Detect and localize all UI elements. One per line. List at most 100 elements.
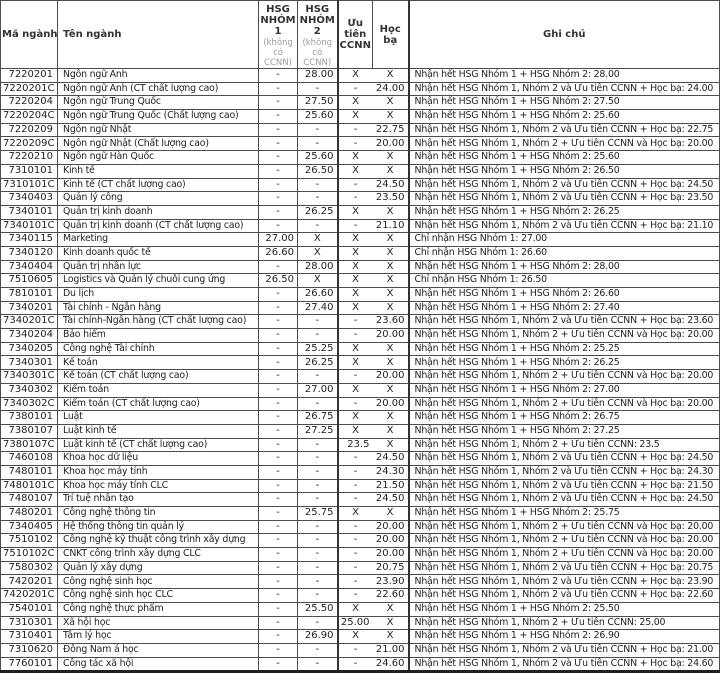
cell-hsg-nhom-1: -	[258, 382, 298, 398]
cell-hsg-nhom-1: -	[258, 109, 298, 124]
cell-ten-nganh: Công nghệ sinh học CLC	[57, 588, 259, 603]
cell-ten-nganh: Bảo hiểm	[57, 328, 259, 343]
cell-hsg-nhom-2: 26.50	[297, 163, 338, 179]
cell-ma-nganh: 7340101C	[0, 218, 58, 234]
column-header-ghi-chu: Ghi chú	[407, 0, 720, 69]
cell-ghi-chu: Nhận hết HSG Nhóm 1 + HSG Nhóm 2: 27.50	[407, 95, 720, 111]
cell-ten-nganh: Ngôn ngữ Trung Quốc	[57, 95, 259, 111]
cell-hsg-nhom-2: -	[297, 519, 338, 535]
cell-ten-nganh: Ngôn ngữ Trung Quốc (Chất lượng cao)	[57, 109, 259, 124]
cell-hsg-nhom-1: -	[258, 464, 298, 480]
cell-hsg-nhom-2: -	[297, 437, 338, 453]
table-row: 7310301 Xã hội học - -25.00 X Nhận hết HSG Nh…	[0, 615, 720, 631]
cell-ghi-chu: Nhận hết HSG Nhóm 1 + HSG Nhóm 2: 27.00	[407, 382, 720, 398]
cell-ghi-chu: Nhận hết HSG Nhóm 1 + HSG Nhóm 2: 26.50	[407, 163, 720, 179]
table-row: 7340120 Kinh doanh quốc tế 26.60 X X X Chỉ nhậ…	[0, 245, 720, 261]
cell-hsg-nhom-1: -	[258, 547, 298, 562]
cell-hsg-nhom-1: -	[258, 437, 298, 453]
cell-hsg-nhom-1: -	[258, 191, 298, 206]
column-header-hsg-nhom-2-label: HSG NHÓM 2	[299, 4, 335, 37]
table-row: 7340101C Quản trị kinh doanh (CT chất lượ…	[0, 218, 720, 234]
cell-hsg-nhom-1: -	[258, 451, 298, 466]
cell-ma-nganh: 7340301	[0, 355, 58, 371]
cell-hsg-nhom-1: -	[258, 259, 298, 275]
column-header-uu-tien-ccnn: Ưu tiên CCNN	[336, 0, 373, 69]
cell-uu-tien-ccnn: X	[336, 341, 373, 357]
cell-ma-nganh: 7420201	[0, 574, 58, 590]
cell-hsg-nhom-2: -	[297, 588, 338, 603]
cell-ten-nganh: Quản lý công	[57, 191, 259, 206]
cell-ghi-chu: Nhận hết HSG Nhóm 1, Nhóm 2 và Ưu tiên C…	[407, 574, 720, 590]
cell-hoc-ba: X	[372, 150, 409, 165]
cell-ten-nganh: Marketing	[57, 232, 259, 247]
table-row: 7340404 Quản trị nhân lực -28.00 X X Nhận hết…	[0, 259, 720, 275]
cell-ghi-chu: Nhận hết HSG Nhóm 1 + HSG Nhóm 2: 26.60	[407, 287, 720, 302]
cell-hoc-ba: X	[372, 287, 409, 302]
cell-ten-nganh: Luật kinh tế (CT chất lượng cao)	[57, 437, 259, 453]
cell-uu-tien-ccnn: X	[336, 506, 373, 521]
cell-ma-nganh: 7540101	[0, 601, 58, 617]
table-row: 7340204 Bảo hiểm - - -20.00 Nhận hết HSG Nhóm…	[0, 328, 720, 343]
cell-ma-nganh: 7810101	[0, 287, 58, 302]
cell-uu-tien-ccnn: -	[336, 314, 373, 330]
cell-ghi-chu: Nhận hết HSG Nhóm 1 + HSG Nhóm 2: 25.25	[407, 341, 720, 357]
cell-ten-nganh: Khoa học dữ liệu	[57, 451, 259, 466]
cell-ghi-chu: Nhận hết HSG Nhóm 1 + HSG Nhóm 2: 27.25	[407, 423, 720, 439]
cell-ghi-chu: Nhận hết HSG Nhóm 1, Nhóm 2 và Ưu tiên C…	[407, 478, 720, 494]
cell-hsg-nhom-2: -	[297, 615, 338, 631]
cell-uu-tien-ccnn: -	[336, 533, 373, 549]
table-row: 7380107 Luật kinh tế -27.25 X X Nhận hết HSG …	[0, 423, 720, 439]
column-header-hoc-ba: Học bạ	[372, 0, 409, 69]
table-row: 7810101 Du lịch -26.60 X X Nhận hết HSG Nhóm …	[0, 287, 720, 302]
cell-hoc-ba: X	[372, 300, 409, 316]
cell-ma-nganh: 7510102	[0, 533, 58, 549]
cell-ghi-chu: Nhận hết HSG Nhóm 1 + HSG Nhóm 2: 26.25	[407, 355, 720, 371]
cell-ten-nganh: Kế toán (CT chất lượng cao)	[57, 369, 259, 384]
cell-hsg-nhom-1: -	[258, 656, 298, 673]
column-header-hsg-nhom-1-subnote: (không có CCNN)	[263, 38, 293, 68]
cell-ma-nganh: 7310401	[0, 629, 58, 644]
cell-hoc-ba: 24.00	[372, 81, 409, 97]
cell-ten-nganh: Tâm lý học	[57, 629, 259, 644]
cell-hsg-nhom-2: -	[297, 547, 338, 562]
cell-uu-tien-ccnn: X	[336, 204, 373, 220]
cell-hsg-nhom-1: -	[258, 615, 298, 631]
cell-ghi-chu: Nhận hết HSG Nhóm 1, Nhóm 2 và Ưu tiên C…	[407, 588, 720, 603]
cell-uu-tien-ccnn: X	[336, 629, 373, 644]
cell-ghi-chu: Nhận hết HSG Nhóm 1, Nhóm 2 + Ưu tiên CC…	[407, 396, 720, 412]
cell-ma-nganh: 7760101	[0, 656, 58, 673]
cell-ma-nganh: 7340302C	[0, 396, 58, 412]
cell-hsg-nhom-1: -	[258, 396, 298, 412]
cell-ghi-chu: Nhận hết HSG Nhóm 1, Nhóm 2 và Ưu tiên C…	[407, 656, 720, 673]
cell-hsg-nhom-1: -	[258, 68, 298, 83]
cell-hsg-nhom-2: -	[297, 136, 338, 152]
cell-hsg-nhom-1: -	[258, 314, 298, 330]
cell-uu-tien-ccnn: -	[336, 492, 373, 507]
cell-uu-tien-ccnn: -	[336, 547, 373, 562]
cell-ma-nganh: 7220204	[0, 95, 58, 111]
cell-ma-nganh: 7310101	[0, 163, 58, 179]
cell-hsg-nhom-1: -	[258, 122, 298, 138]
cell-ten-nganh: Tài chính-Ngân hàng (CT chất lượng cao)	[57, 314, 259, 330]
cell-ghi-chu: Chỉ nhận HSG Nhóm 1: 26.60	[407, 245, 720, 261]
cell-uu-tien-ccnn: X	[336, 300, 373, 316]
cell-ten-nganh: Luật kinh tế	[57, 423, 259, 439]
cell-ghi-chu: Nhận hết HSG Nhóm 1, Nhóm 2 và Ưu tiên C…	[407, 314, 720, 330]
cell-ghi-chu: Nhận hết HSG Nhóm 1 + HSG Nhóm 2: 25.75	[407, 506, 720, 521]
cell-uu-tien-ccnn: -	[336, 478, 373, 494]
cell-ma-nganh: 7480101C	[0, 478, 58, 494]
cell-hsg-nhom-2: 25.25	[297, 341, 338, 357]
cell-ma-nganh: 7340404	[0, 259, 58, 275]
cell-hoc-ba: X	[372, 506, 409, 521]
cell-ten-nganh: Trí tuệ nhân tạo	[57, 492, 259, 507]
column-header-ma-nganh: Mã ngành	[0, 0, 58, 69]
cell-ma-nganh: 7310101C	[0, 177, 58, 193]
cell-hoc-ba: 24.50	[372, 451, 409, 466]
cell-hsg-nhom-2: 26.25	[297, 204, 338, 220]
cell-ma-nganh: 7220204C	[0, 109, 58, 124]
cell-hsg-nhom-1: -	[258, 81, 298, 97]
cell-uu-tien-ccnn: -	[336, 396, 373, 412]
cell-hoc-ba: X	[372, 68, 409, 83]
cell-hsg-nhom-1: -	[258, 574, 298, 590]
